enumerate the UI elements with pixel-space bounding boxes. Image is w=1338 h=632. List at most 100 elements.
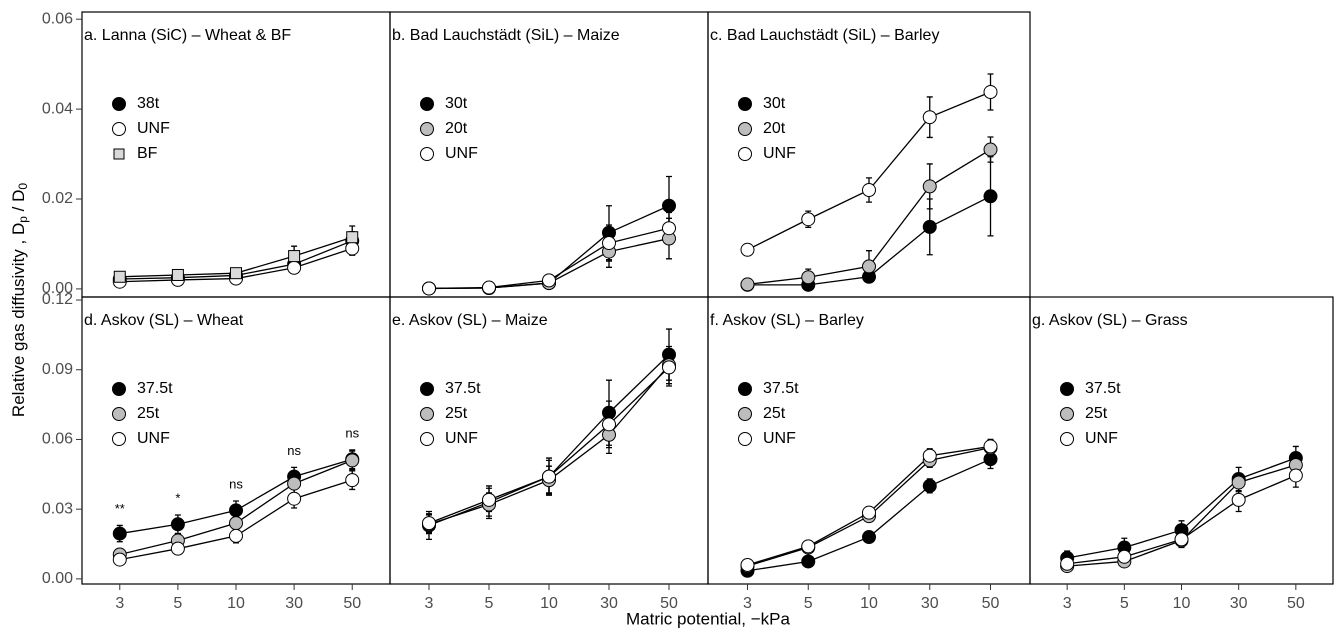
point [171,268,184,281]
x-tick-label: 10 [227,595,245,612]
legend-label: UNF [445,430,478,447]
point [862,505,876,520]
point [983,85,998,100]
point [602,236,616,251]
legend-label: 37.5t [1085,380,1121,397]
point [288,250,301,263]
point [229,528,243,543]
x-tick-label: 3 [425,595,434,612]
y-label-sub: p [16,216,30,223]
point [922,219,937,234]
annotation: * [175,490,180,505]
legend-label: UNF [763,430,796,447]
point [1231,492,1246,507]
legend-marker [420,432,434,446]
point [287,491,302,506]
panel-frame [389,11,709,298]
point [662,198,676,213]
point [345,473,360,488]
legend-label: UNF [445,145,478,162]
panel-title: a. Lanna (SiC) – Wheat & BF [84,27,291,44]
y-tick-label: 0.12 [42,291,73,308]
point [1231,475,1246,490]
point [602,417,616,432]
point [482,280,496,295]
y-label-part: / D [9,190,28,216]
panel-frame [81,11,391,298]
legend-marker [738,97,752,111]
y-tick-label: 0.06 [42,10,73,27]
point [662,360,676,375]
point [740,277,755,292]
panel-frame [389,296,709,585]
point [112,552,127,567]
x-tick-label: 50 [660,595,678,612]
legend-label: 37.5t [445,380,481,397]
legend-marker [1060,382,1074,396]
point [229,516,243,531]
point [983,452,998,467]
legend-label: 20t [763,120,786,137]
point [345,241,360,256]
legend-marker [420,147,434,161]
x-tick-label: 10 [540,595,558,612]
point [922,478,937,493]
legend-label: UNF [137,120,170,137]
legend-label: 37.5t [763,380,799,397]
series-line [747,91,991,251]
point [542,273,556,288]
legend-marker [738,122,752,136]
panel-title: e. Askov (SL) – Maize [392,312,548,329]
legend-label: 25t [137,405,160,422]
y-label-sub: 0 [16,183,30,190]
x-tick-label: 5 [1120,595,1129,612]
legend-label: 25t [763,405,786,422]
legend-label: UNF [137,430,170,447]
x-tick-label: 10 [860,595,878,612]
x-tick-label: 50 [343,595,361,612]
point [983,142,998,157]
annotation: ns [229,476,243,491]
x-tick-label: 30 [285,595,303,612]
x-tick-label: 30 [1230,595,1248,612]
point [170,517,185,532]
point [922,179,937,194]
x-tick-label: 3 [115,595,124,612]
point [230,267,242,280]
point [602,405,616,420]
legend-marker [1060,432,1074,446]
point [922,110,937,125]
point [1288,468,1303,483]
point [983,189,998,204]
point [1174,532,1189,547]
annotation: ** [115,501,125,516]
point [1060,556,1075,571]
x-tick-label: 30 [921,595,939,612]
legend-marker [738,382,752,396]
legend-marker [112,382,126,396]
point [422,281,436,296]
point [740,557,755,572]
legend-marker [112,432,126,446]
x-tick-label: 3 [743,595,752,612]
point [482,492,496,507]
legend-label: 20t [445,120,468,137]
panel-title: b. Bad Lauchstädt (SiL) – Maize [392,27,620,44]
point [862,530,876,545]
y-axis-label: Relative gas diffusivity , Dp / D0 [9,183,30,417]
point [287,260,302,275]
legend-marker [738,432,752,446]
legend-label: UNF [1085,430,1118,447]
legend-marker [112,97,126,111]
annotation: ns [287,443,301,458]
legend-label: 37.5t [137,380,173,397]
legend-label: 30t [763,95,786,112]
point [422,516,436,531]
legend-label: UNF [763,145,796,162]
point [1117,549,1132,564]
legend-marker [420,122,434,136]
point [287,476,302,491]
point [112,526,127,541]
y-tick-label: 0.06 [42,431,73,448]
panel-title: c. Bad Lauchstädt (SiL) – Barley [710,27,939,44]
